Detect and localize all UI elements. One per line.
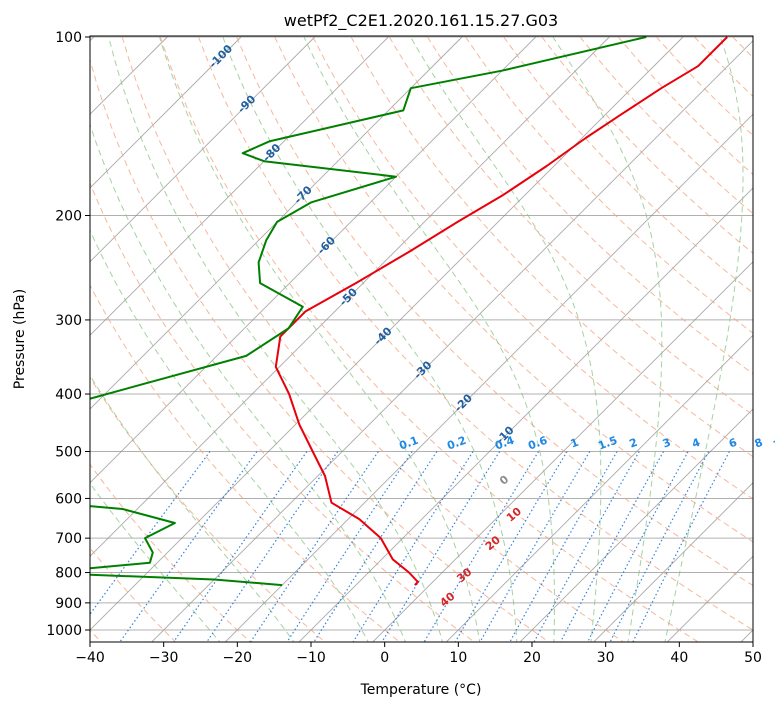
x-tick-label: 10 <box>449 650 467 666</box>
x-tick-label: 20 <box>523 650 541 666</box>
y-tick-label: 400 <box>55 387 82 403</box>
chart-title: wetPf2_C2E1.2020.161.15.27.G03 <box>284 11 558 31</box>
y-tick-label: 500 <box>55 444 82 460</box>
y-tick-label: 900 <box>55 596 82 612</box>
x-tick-label: −30 <box>149 650 179 666</box>
x-axis-label: Temperature (°C) <box>360 682 482 698</box>
y-tick-label: 300 <box>55 313 82 329</box>
x-tick-label: 30 <box>597 650 615 666</box>
x-tick-label: −10 <box>296 650 326 666</box>
y-tick-label: 200 <box>55 209 82 225</box>
x-tick-label: 0 <box>380 650 389 666</box>
x-tick-label: −40 <box>75 650 105 666</box>
y-tick-label: 600 <box>55 491 82 507</box>
x-tick-label: 40 <box>670 650 688 666</box>
x-tick-label: 50 <box>744 650 762 666</box>
x-tick-label: −20 <box>223 650 253 666</box>
y-tick-label: 1000 <box>46 623 82 639</box>
y-tick-label: 100 <box>55 30 82 46</box>
y-tick-label: 700 <box>55 531 82 547</box>
y-tick-label: 800 <box>55 566 82 582</box>
y-axis-label: Pressure (hPa) <box>12 289 28 389</box>
